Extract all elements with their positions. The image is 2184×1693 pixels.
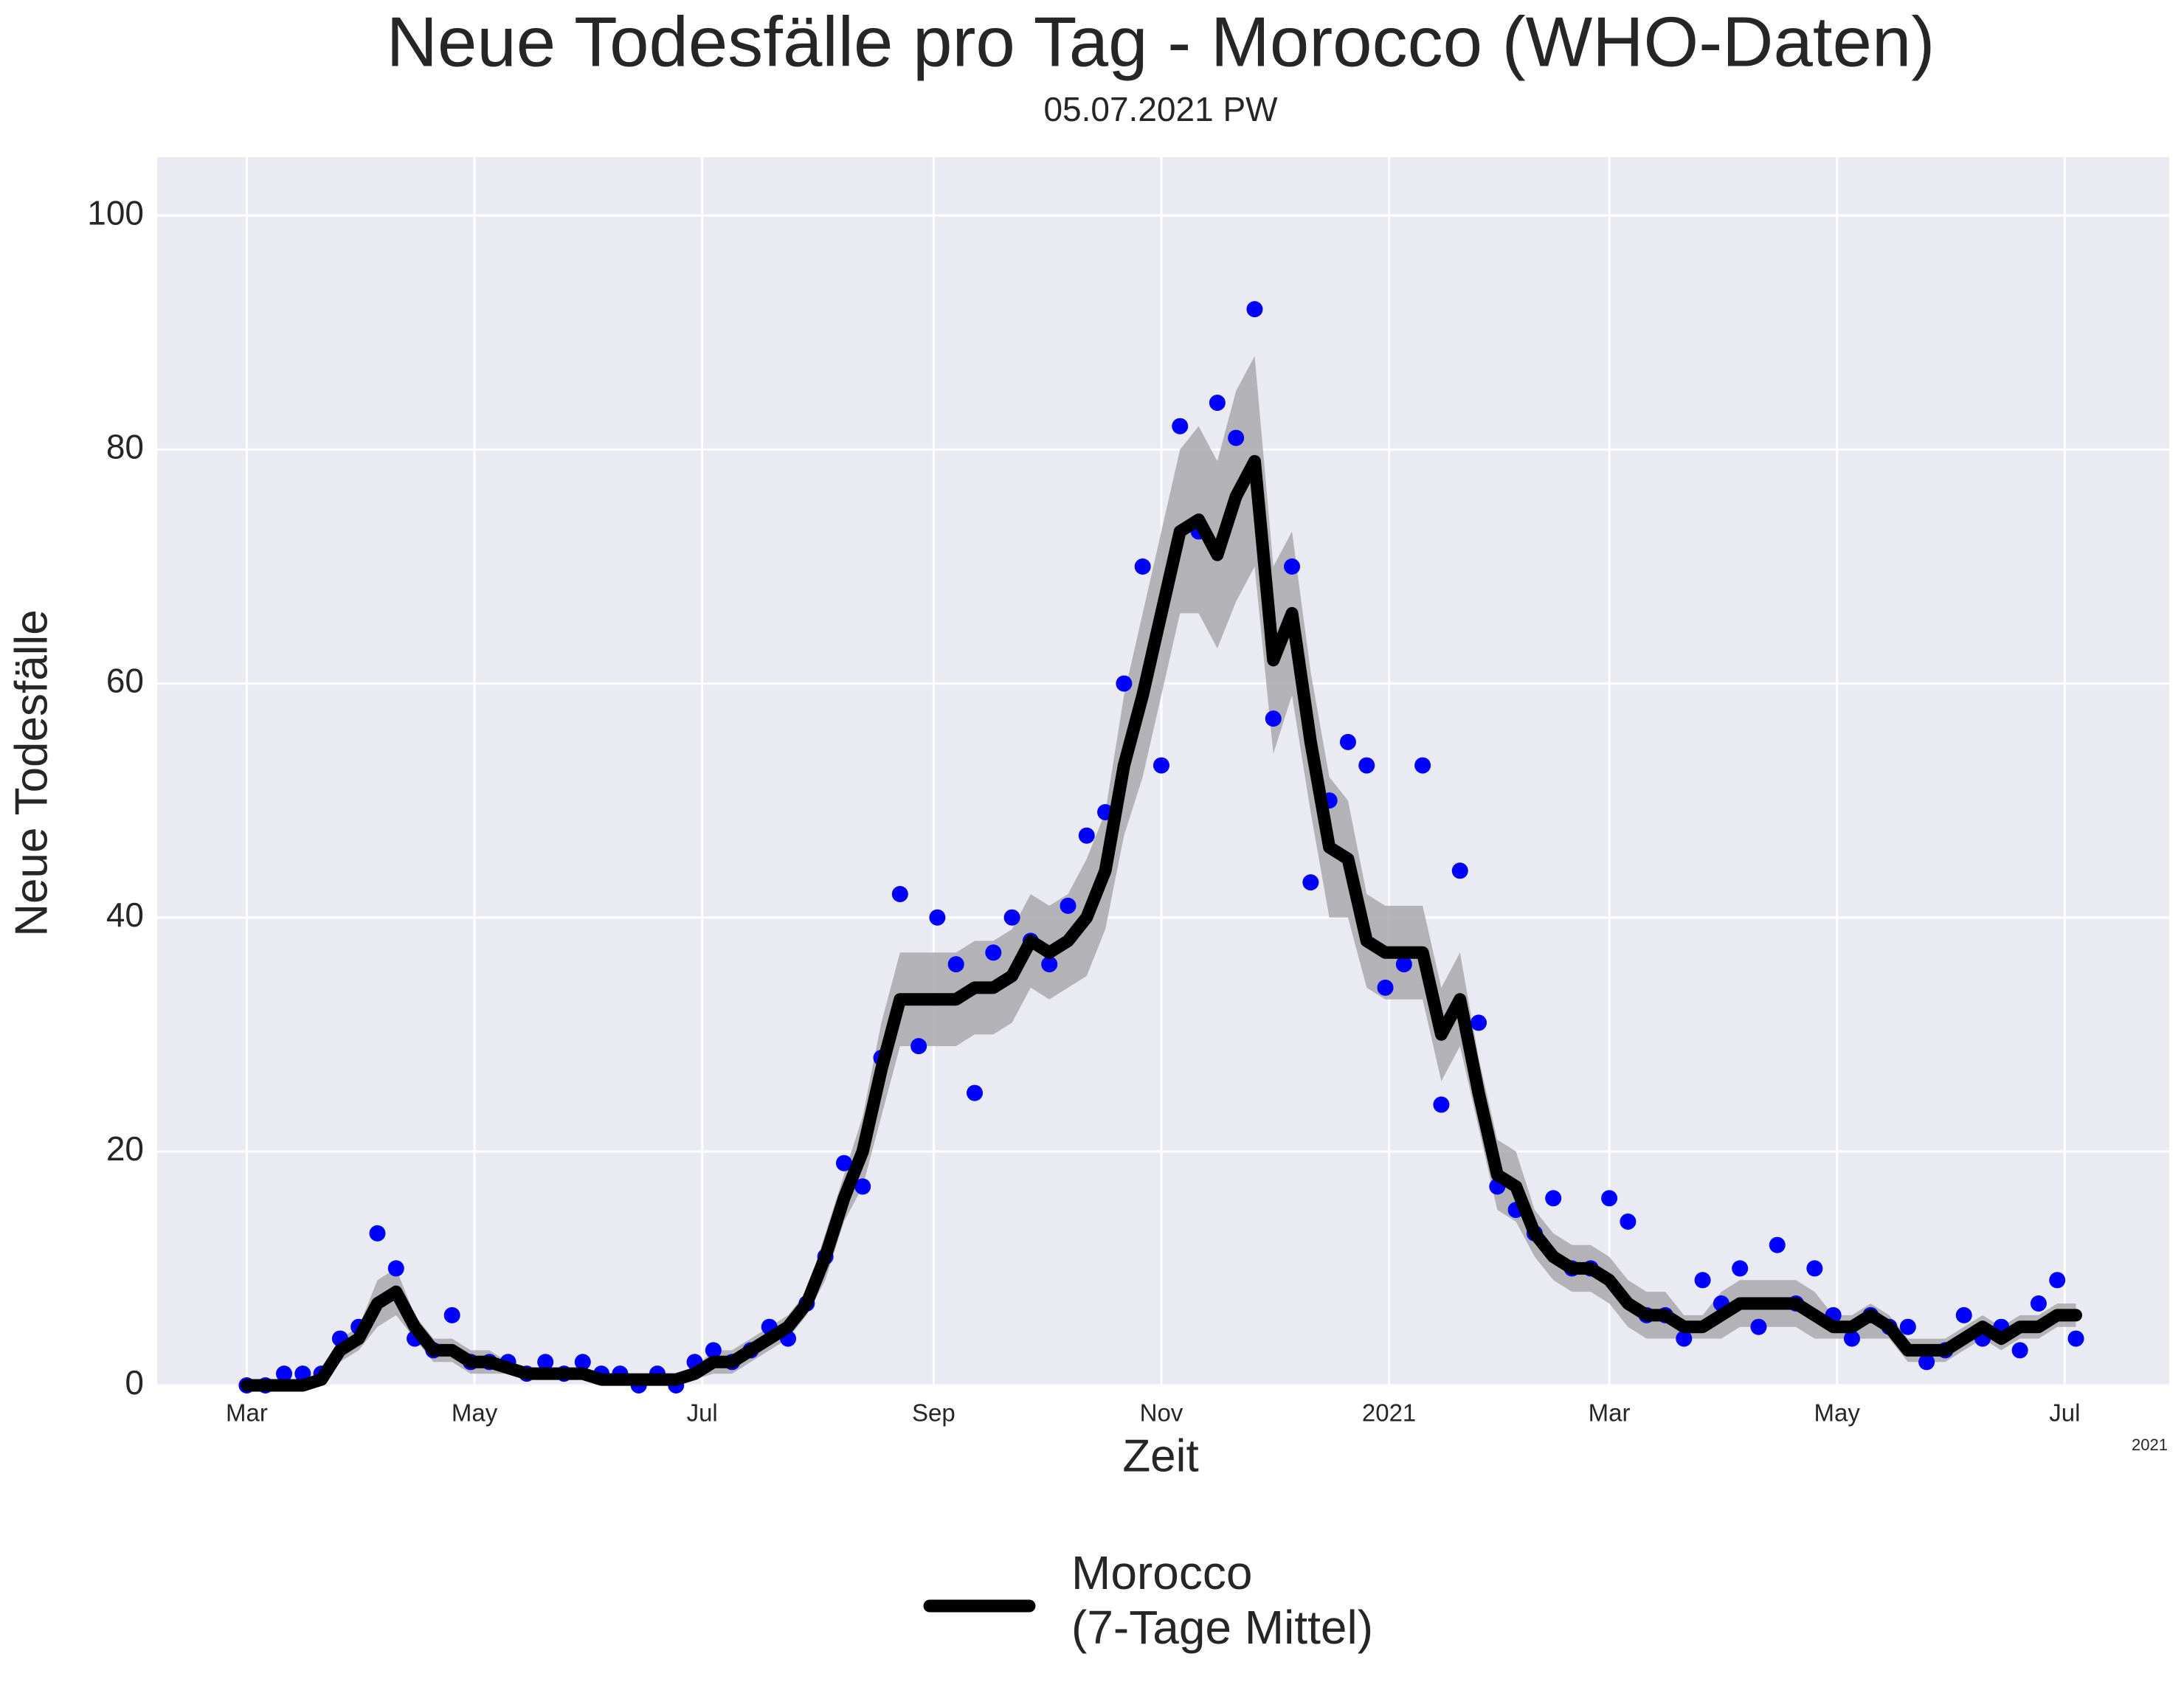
data-point (1843, 1330, 1860, 1347)
y-tick-label: 100 (87, 193, 144, 232)
data-point (891, 886, 908, 902)
data-point (276, 1365, 293, 1382)
mean-line (240, 454, 2083, 1392)
data-point (1172, 418, 1189, 434)
data-point (1414, 757, 1431, 774)
data-point (1302, 874, 1319, 891)
y-tick-label: 60 (106, 662, 144, 700)
x-tick-label: Nov (1140, 1399, 1183, 1427)
data-point (1471, 1014, 1487, 1031)
data-point (967, 1084, 984, 1101)
data-point (1918, 1354, 1935, 1371)
confidence-band (246, 356, 2076, 1386)
data-point (1116, 675, 1133, 692)
data-point (1451, 862, 1468, 879)
data-point (1732, 1260, 1749, 1277)
data-point (1358, 757, 1375, 774)
data-point (1806, 1260, 1823, 1277)
marks (238, 301, 2084, 1393)
data-point (1620, 1214, 1637, 1230)
data-point (1209, 395, 1226, 411)
data-point (1545, 1190, 1562, 1207)
y-tick-label: 20 (106, 1129, 144, 1168)
data-point (574, 1354, 591, 1371)
data-point (1601, 1190, 1618, 1207)
data-point (1153, 757, 1169, 774)
x-tick-label: Sep (912, 1399, 956, 1427)
data-point (1265, 710, 1282, 727)
x-tick-label: Mar (226, 1399, 268, 1427)
data-point (1078, 827, 1095, 844)
data-point (1246, 301, 1263, 318)
data-point (1060, 897, 1077, 914)
x-offset-label: 2021 (2132, 1436, 2168, 1454)
data-point (443, 1306, 460, 1323)
data-point (985, 944, 1002, 961)
data-point (705, 1342, 722, 1359)
x-axis-label: Zeit (1122, 1430, 1198, 1481)
y-tick-label: 80 (106, 428, 144, 466)
data-point (854, 1178, 871, 1195)
legend-label: Morocco (1071, 1546, 1252, 1599)
x-tick-label: May (1814, 1399, 1861, 1427)
data-point (1228, 429, 1245, 446)
data-point (387, 1260, 404, 1277)
x-tick-label: 2021 (1362, 1399, 1416, 1427)
data-point (1339, 733, 1356, 750)
x-tick-label: Mar (1589, 1399, 1631, 1427)
data-point (947, 956, 964, 973)
data-point (1284, 558, 1301, 575)
data-point (1694, 1272, 1711, 1289)
data-point (369, 1225, 386, 1242)
x-tick-label: Jul (2049, 1399, 2080, 1427)
chart-title: Neue Todesfälle pro Tag - Morocco (WHO-D… (387, 2, 1935, 81)
x-tick-label: Jul (687, 1399, 718, 1427)
data-point (2030, 1295, 2047, 1312)
data-point (1676, 1330, 1693, 1347)
data-point (1134, 558, 1151, 575)
y-tick-label: 40 (106, 896, 144, 934)
data-point (1899, 1318, 1916, 1335)
data-point (1433, 1096, 1450, 1113)
data-point (2049, 1272, 2066, 1289)
data-point (1395, 956, 1412, 973)
data-point (2011, 1342, 2028, 1359)
data-point (1377, 979, 1394, 996)
y-tick-label: 0 (125, 1363, 144, 1402)
data-point (1750, 1318, 1767, 1335)
data-point (1003, 909, 1020, 926)
chart-subtitle: 05.07.2021 PW (1043, 90, 1278, 128)
data-point (1955, 1306, 1972, 1323)
x-tick-label: May (452, 1399, 498, 1427)
data-point (910, 1038, 927, 1055)
data-point (1041, 956, 1058, 973)
data-point (1769, 1236, 1786, 1253)
y-axis-label: Neue Todesfälle (6, 609, 57, 937)
data-point (537, 1354, 554, 1371)
data-point (835, 1154, 852, 1171)
data-point (929, 909, 946, 926)
legend-label: (7-Tage Mittel) (1071, 1601, 1373, 1654)
data-point (2067, 1330, 2084, 1347)
